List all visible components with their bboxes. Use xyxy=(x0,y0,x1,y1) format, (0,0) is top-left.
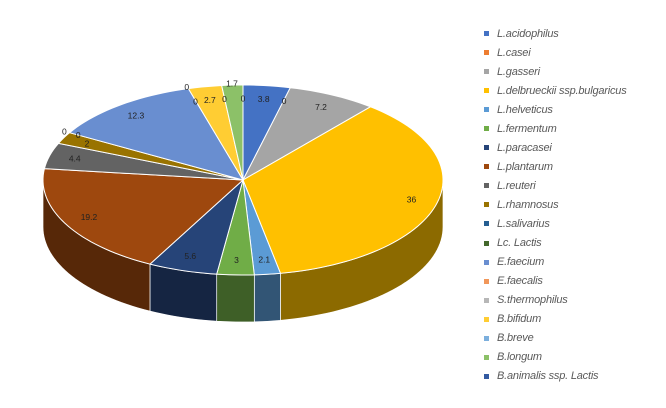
legend-item: L.gasseri xyxy=(484,62,627,81)
legend-label: L.paracasei xyxy=(497,141,552,154)
legend-marker xyxy=(484,202,489,208)
legend-label: L.fermentum xyxy=(497,122,557,135)
data-label: 2.1 xyxy=(258,254,270,264)
legend-label: L.gasseri xyxy=(497,65,540,78)
legend-item: L.rhamnosus xyxy=(484,195,627,214)
legend-item: B.breve xyxy=(484,329,627,348)
data-label: 1.7 xyxy=(226,78,238,88)
legend-marker xyxy=(484,31,489,37)
legend-marker xyxy=(484,316,489,322)
data-label: 4.4 xyxy=(69,154,81,164)
legend-item: L.reuteri xyxy=(484,176,627,195)
pie-slice xyxy=(43,142,244,181)
data-label: 0 xyxy=(76,130,81,140)
pie-slice xyxy=(242,106,444,274)
legend-marker xyxy=(484,373,489,379)
legend-marker xyxy=(484,297,489,303)
legend-item: Lc. Lactis xyxy=(484,234,627,253)
legend-item: B.longum xyxy=(484,348,627,367)
legend-label: L.plantarum xyxy=(497,160,553,173)
legend-label: B.longum xyxy=(497,351,542,364)
legend-item: L.helveticus xyxy=(484,100,627,119)
legend-marker xyxy=(484,221,489,227)
legend-label: L.salivarius xyxy=(497,217,550,230)
data-label: 2.7 xyxy=(204,95,216,105)
data-label: 0 xyxy=(241,94,246,104)
pie-slice xyxy=(68,88,245,181)
data-label: 0 xyxy=(222,94,227,104)
pie-slice xyxy=(187,85,244,181)
legend-label: E.faecium xyxy=(497,256,545,269)
pie-slice xyxy=(221,84,244,181)
legend-item: E.faecalis xyxy=(484,272,627,291)
legend-item: S.thermophilus xyxy=(484,291,627,310)
legend-item: B.animalis ssp. Lactis xyxy=(484,367,627,386)
legend-label: B.breve xyxy=(497,332,534,345)
data-label: 5.6 xyxy=(184,251,196,261)
legend-item: L.acidophilus xyxy=(484,24,627,43)
legend-label: B.bifidum xyxy=(497,313,542,326)
data-label: 0 xyxy=(282,96,287,106)
legend-item: E.faecium xyxy=(484,253,627,272)
legend-marker xyxy=(484,240,489,246)
pie-slice-side xyxy=(216,273,255,323)
legend: L.acidophilus L.casei L.gasseri L.delbrueck… xyxy=(484,24,627,386)
legend-label: L.helveticus xyxy=(497,103,553,116)
legend-marker xyxy=(484,183,489,189)
legend-item: L.plantarum xyxy=(484,157,627,176)
legend-marker xyxy=(484,107,489,113)
pie-slice xyxy=(241,87,372,182)
data-label: 0 xyxy=(193,97,198,107)
data-label: 0 xyxy=(62,126,67,136)
legend-item: L.fermentum xyxy=(484,119,627,138)
pie-slice-side xyxy=(253,272,281,323)
legend-marker xyxy=(484,278,489,284)
legend-marker xyxy=(484,335,489,341)
legend-marker xyxy=(484,259,489,265)
data-label: 7.2 xyxy=(315,102,327,112)
legend-label: L.reuteri xyxy=(497,179,536,192)
pie-slice xyxy=(148,178,244,275)
data-label: 3 xyxy=(234,255,239,265)
data-label: 2 xyxy=(85,138,90,148)
legend-marker xyxy=(484,164,489,170)
data-label: 12.3 xyxy=(128,111,145,121)
legend-item: L.delbrueckii ssp.bulgaricus xyxy=(484,81,627,100)
legend-label: B.animalis ssp. Lactis xyxy=(497,370,599,383)
pie-slice xyxy=(216,179,255,276)
legend-marker xyxy=(484,50,489,56)
legend-label: L.acidophilus xyxy=(497,27,559,40)
legend-marker xyxy=(484,69,489,75)
legend-item: L.salivarius xyxy=(484,214,627,233)
legend-marker xyxy=(484,126,489,132)
legend-item: L.casei xyxy=(484,43,627,62)
legend-marker xyxy=(484,145,489,151)
legend-label: Lc. Lactis xyxy=(497,237,542,250)
data-label: 3.8 xyxy=(258,94,270,104)
legend-label: L.rhamnosus xyxy=(497,198,559,211)
legend-label: L.delbrueckii ssp.bulgaricus xyxy=(497,84,627,97)
legend-marker xyxy=(484,88,489,94)
data-label: 19.2 xyxy=(81,212,98,222)
legend-label: S.thermophilus xyxy=(497,294,568,307)
legend-item: B.bifidum xyxy=(484,310,627,329)
legend-label: L.casei xyxy=(497,46,531,59)
legend-marker xyxy=(484,354,489,360)
data-label: 0 xyxy=(184,82,189,92)
legend-label: E.faecalis xyxy=(497,275,543,288)
legend-item: L.paracasei xyxy=(484,138,627,157)
data-label: 36 xyxy=(407,194,417,204)
pie-slice xyxy=(42,168,245,265)
